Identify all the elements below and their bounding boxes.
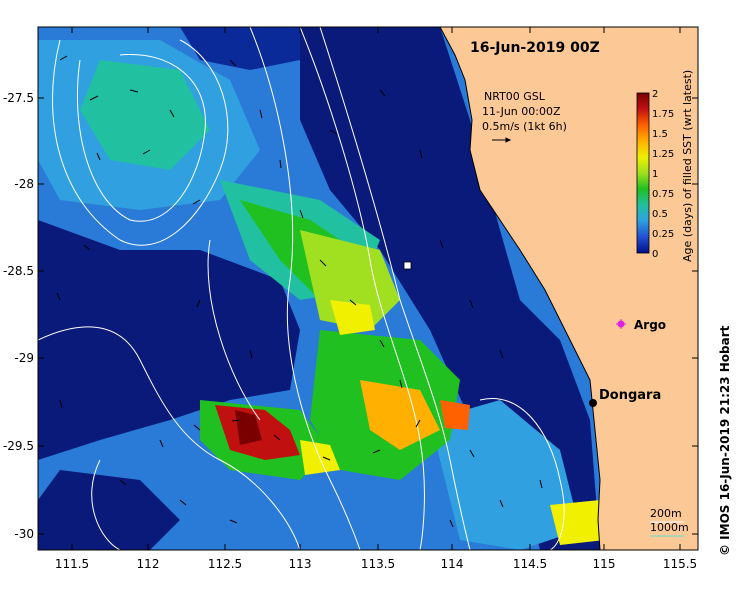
x-axis xyxy=(71,27,681,550)
y-tick-label: -28 xyxy=(14,177,34,191)
ocean-patch xyxy=(80,60,210,170)
colorbar-tick: 0.75 xyxy=(652,189,674,200)
product-info: NRT00 GSL 11-Jun 00:00Z 0.5m/s (1kt 6h) xyxy=(482,90,567,133)
colorbar-tick: 1.75 xyxy=(652,109,674,120)
x-tick-label: 111.5 xyxy=(55,557,89,571)
contour-legend: 200m 1000m xyxy=(650,507,689,537)
x-tick-label: 114 xyxy=(441,557,464,571)
x-tick-label: 115.5 xyxy=(663,557,697,571)
land-western-australia xyxy=(439,27,698,550)
y-tick-label: -30 xyxy=(14,527,34,541)
credit-text: © IMOS 16-Jun-2019 21:23 Hobart xyxy=(718,325,732,556)
dongara-label: Dongara xyxy=(599,388,661,403)
ocean-patch xyxy=(235,410,262,445)
drifter-marker xyxy=(403,261,412,270)
colorbar xyxy=(636,92,650,254)
ocean-patch xyxy=(360,380,440,450)
ocean-fresh-region xyxy=(180,27,300,70)
argo-marker[interactable] xyxy=(616,319,626,329)
x-tick-label: 113.5 xyxy=(361,557,395,571)
x-tick-label: 115 xyxy=(593,557,616,571)
colorbar-tick: 0.25 xyxy=(652,229,674,240)
colorbar-label: Age (days) of filled SST (wrt latest) xyxy=(681,70,694,262)
y-tick-label: -28.5 xyxy=(3,264,34,278)
ocean-fresh-region xyxy=(38,470,180,550)
y-tick-label: -27.5 xyxy=(3,91,34,105)
plot-area xyxy=(38,27,698,550)
contour-legend-label: 200m xyxy=(650,507,682,520)
colorbar-tick: 1.5 xyxy=(652,129,668,140)
y-tick-label: -29.5 xyxy=(3,439,34,453)
map-title: 16-Jun-2019 00Z xyxy=(470,40,600,56)
x-tick-label: 113 xyxy=(289,557,312,571)
colorbar-tick: 1.25 xyxy=(652,149,674,160)
product-line: 11-Jun 00:00Z xyxy=(482,105,561,118)
colorbar-tick: 0.5 xyxy=(652,209,668,220)
x-tick-label: 112 xyxy=(137,557,160,571)
bathymetry-contours xyxy=(38,27,565,550)
product-line: 0.5m/s (1kt 6h) xyxy=(482,120,567,133)
ocean-patch xyxy=(440,400,470,430)
ocean-patch xyxy=(300,230,400,330)
scale-arrow xyxy=(492,137,512,143)
x-tick-label: 114.5 xyxy=(513,557,547,571)
y-tick-label: -29 xyxy=(14,351,34,365)
x-tick-label: 112.5 xyxy=(208,557,242,571)
ocean-fresh-region xyxy=(38,220,300,460)
ocean-patch xyxy=(330,300,375,335)
colorbar-tick: 0 xyxy=(652,249,658,260)
colorbar-tick: 1 xyxy=(652,169,658,180)
colorbar-tick: 2 xyxy=(652,89,658,100)
ocean-fresh-region xyxy=(300,27,600,550)
ocean-patch xyxy=(430,400,580,550)
dongara-marker xyxy=(589,399,597,407)
y-axis xyxy=(38,97,698,535)
product-line: NRT00 GSL xyxy=(484,90,546,103)
current-vectors xyxy=(56,55,543,528)
contour-legend-label: 1000m xyxy=(650,521,689,534)
plot-frame xyxy=(37,26,699,551)
argo-label: Argo xyxy=(634,318,666,332)
